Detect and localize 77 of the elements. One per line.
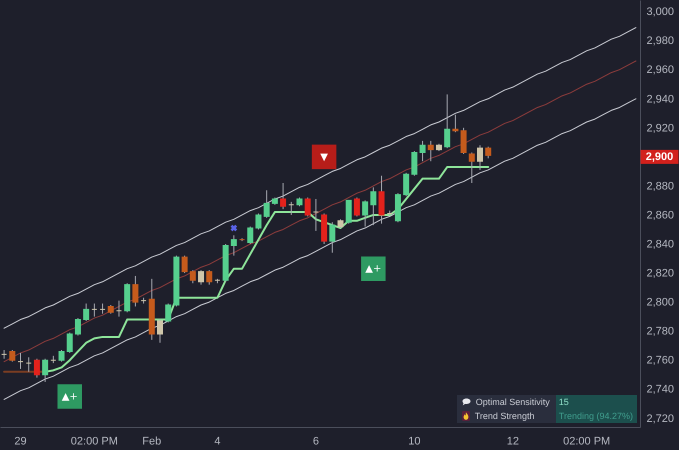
candlestick: [370, 186, 376, 226]
candlestick: [182, 255, 188, 274]
candlestick: [34, 358, 40, 378]
candlestick: [83, 303, 90, 322]
y-tick-label: 2,780: [646, 326, 674, 338]
candlestick: [165, 303, 172, 323]
x-tick-label: 12: [506, 436, 519, 448]
data-label: ▲+: [62, 392, 78, 402]
y-tick-label: 2,840: [646, 238, 674, 250]
y-tick-label: 2,980: [646, 35, 674, 48]
annotation: Trend Strength: [474, 410, 534, 423]
candlestick: [66, 332, 73, 354]
annotation: Optimal Sensitivity: [476, 396, 550, 409]
candlestick: [206, 270, 212, 286]
y-tick-label: 2,720: [646, 412, 674, 425]
candlestick: [190, 270, 196, 284]
candlestick: [198, 270, 204, 286]
candlestick: [362, 200, 368, 228]
data-label: ▼: [320, 152, 328, 163]
candlestick: [477, 144, 483, 170]
candlestick: [312, 198, 319, 232]
candlestick: [91, 303, 98, 318]
point: [230, 224, 238, 232]
candlestick: [100, 303, 106, 314]
candlestick: [9, 350, 16, 362]
candlestick: [280, 182, 286, 210]
candlestick: [26, 356, 32, 372]
y-tick-label: 2,960: [646, 64, 674, 76]
x-tick-label: 10: [408, 436, 420, 448]
x-tick-label: 29: [14, 436, 27, 448]
candlestick: [346, 200, 352, 224]
candlestick: [468, 152, 475, 184]
y-tick-label: 2,760: [646, 354, 674, 367]
x-tick-label: 02:00 PM: [563, 436, 610, 448]
x-tick-label: Feb: [142, 436, 162, 448]
candlestick: [58, 350, 65, 362]
candlestick: [247, 226, 254, 244]
y-tick-label: 2,920: [646, 122, 674, 134]
candlestick: [403, 172, 410, 197]
x-tick-label: 02:00 PM: [70, 436, 118, 448]
x-tick-label: 4: [214, 436, 220, 448]
candlestick: [420, 140, 426, 162]
candlestick: [329, 222, 336, 254]
y-tick-label: 2,820: [646, 268, 674, 280]
candlestick: [116, 300, 122, 318]
candlestick: [444, 94, 450, 149]
annotation: 15: [556, 395, 637, 409]
candlestick: [485, 146, 492, 159]
y-tick-label: 3,000: [646, 6, 674, 18]
candlestick: [132, 275, 138, 307]
point: [312, 144, 336, 170]
y-tick-label: 2,800: [646, 296, 674, 309]
candlestick: [74, 318, 81, 336]
line-series: [4, 98, 636, 400]
line-series: [4, 60, 636, 362]
candlestick: [460, 127, 467, 154]
candlestick: [288, 201, 294, 216]
candlestick: [230, 234, 237, 256]
data-label: ▲+: [365, 264, 382, 275]
candlestick: [18, 352, 24, 370]
candlestick: [157, 319, 163, 344]
candlestick: [411, 150, 418, 176]
line-series: [4, 27, 636, 329]
candlestick: [255, 213, 262, 230]
annotation: Trending (94.27%): [556, 409, 637, 423]
annotation: 2,900: [646, 150, 674, 163]
candlestick: [264, 190, 270, 218]
x-tick-label: 6: [312, 436, 319, 448]
y-tick-label: 2,860: [646, 209, 674, 222]
candlestick: [378, 175, 385, 224]
candlestick: [42, 358, 48, 382]
y-tick-label: 2,940: [646, 93, 674, 106]
candlestick: [354, 197, 360, 217]
candlestick: [428, 140, 434, 162]
y-tick-label: 2,740: [646, 384, 674, 396]
candlestick: [304, 197, 311, 217]
y-tick-label: 2,880: [646, 180, 674, 192]
